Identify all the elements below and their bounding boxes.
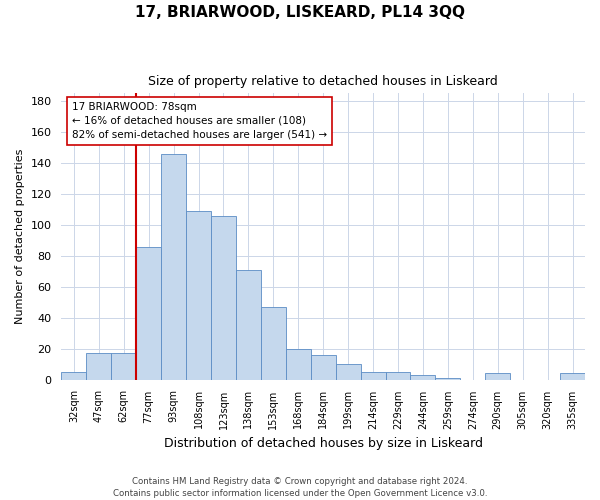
Bar	[560, 374, 585, 380]
Bar	[261, 307, 286, 380]
Bar	[86, 354, 111, 380]
Bar	[436, 378, 460, 380]
Bar	[161, 154, 186, 380]
X-axis label: Distribution of detached houses by size in Liskeard: Distribution of detached houses by size …	[164, 437, 483, 450]
Text: 17 BRIARWOOD: 78sqm
← 16% of detached houses are smaller (108)
82% of semi-detac: 17 BRIARWOOD: 78sqm ← 16% of detached ho…	[72, 102, 327, 140]
Title: Size of property relative to detached houses in Liskeard: Size of property relative to detached ho…	[148, 75, 498, 88]
Text: 17, BRIARWOOD, LISKEARD, PL14 3QQ: 17, BRIARWOOD, LISKEARD, PL14 3QQ	[135, 5, 465, 20]
Bar	[335, 364, 361, 380]
Bar	[111, 354, 136, 380]
Bar	[236, 270, 261, 380]
Bar	[186, 211, 211, 380]
Bar	[485, 374, 510, 380]
Bar	[361, 372, 386, 380]
Bar	[136, 246, 161, 380]
Bar	[410, 375, 436, 380]
Bar	[211, 216, 236, 380]
Bar	[61, 372, 86, 380]
Bar	[311, 355, 335, 380]
Y-axis label: Number of detached properties: Number of detached properties	[15, 149, 25, 324]
Bar	[286, 348, 311, 380]
Bar	[386, 372, 410, 380]
Text: Contains HM Land Registry data © Crown copyright and database right 2024.
Contai: Contains HM Land Registry data © Crown c…	[113, 476, 487, 498]
